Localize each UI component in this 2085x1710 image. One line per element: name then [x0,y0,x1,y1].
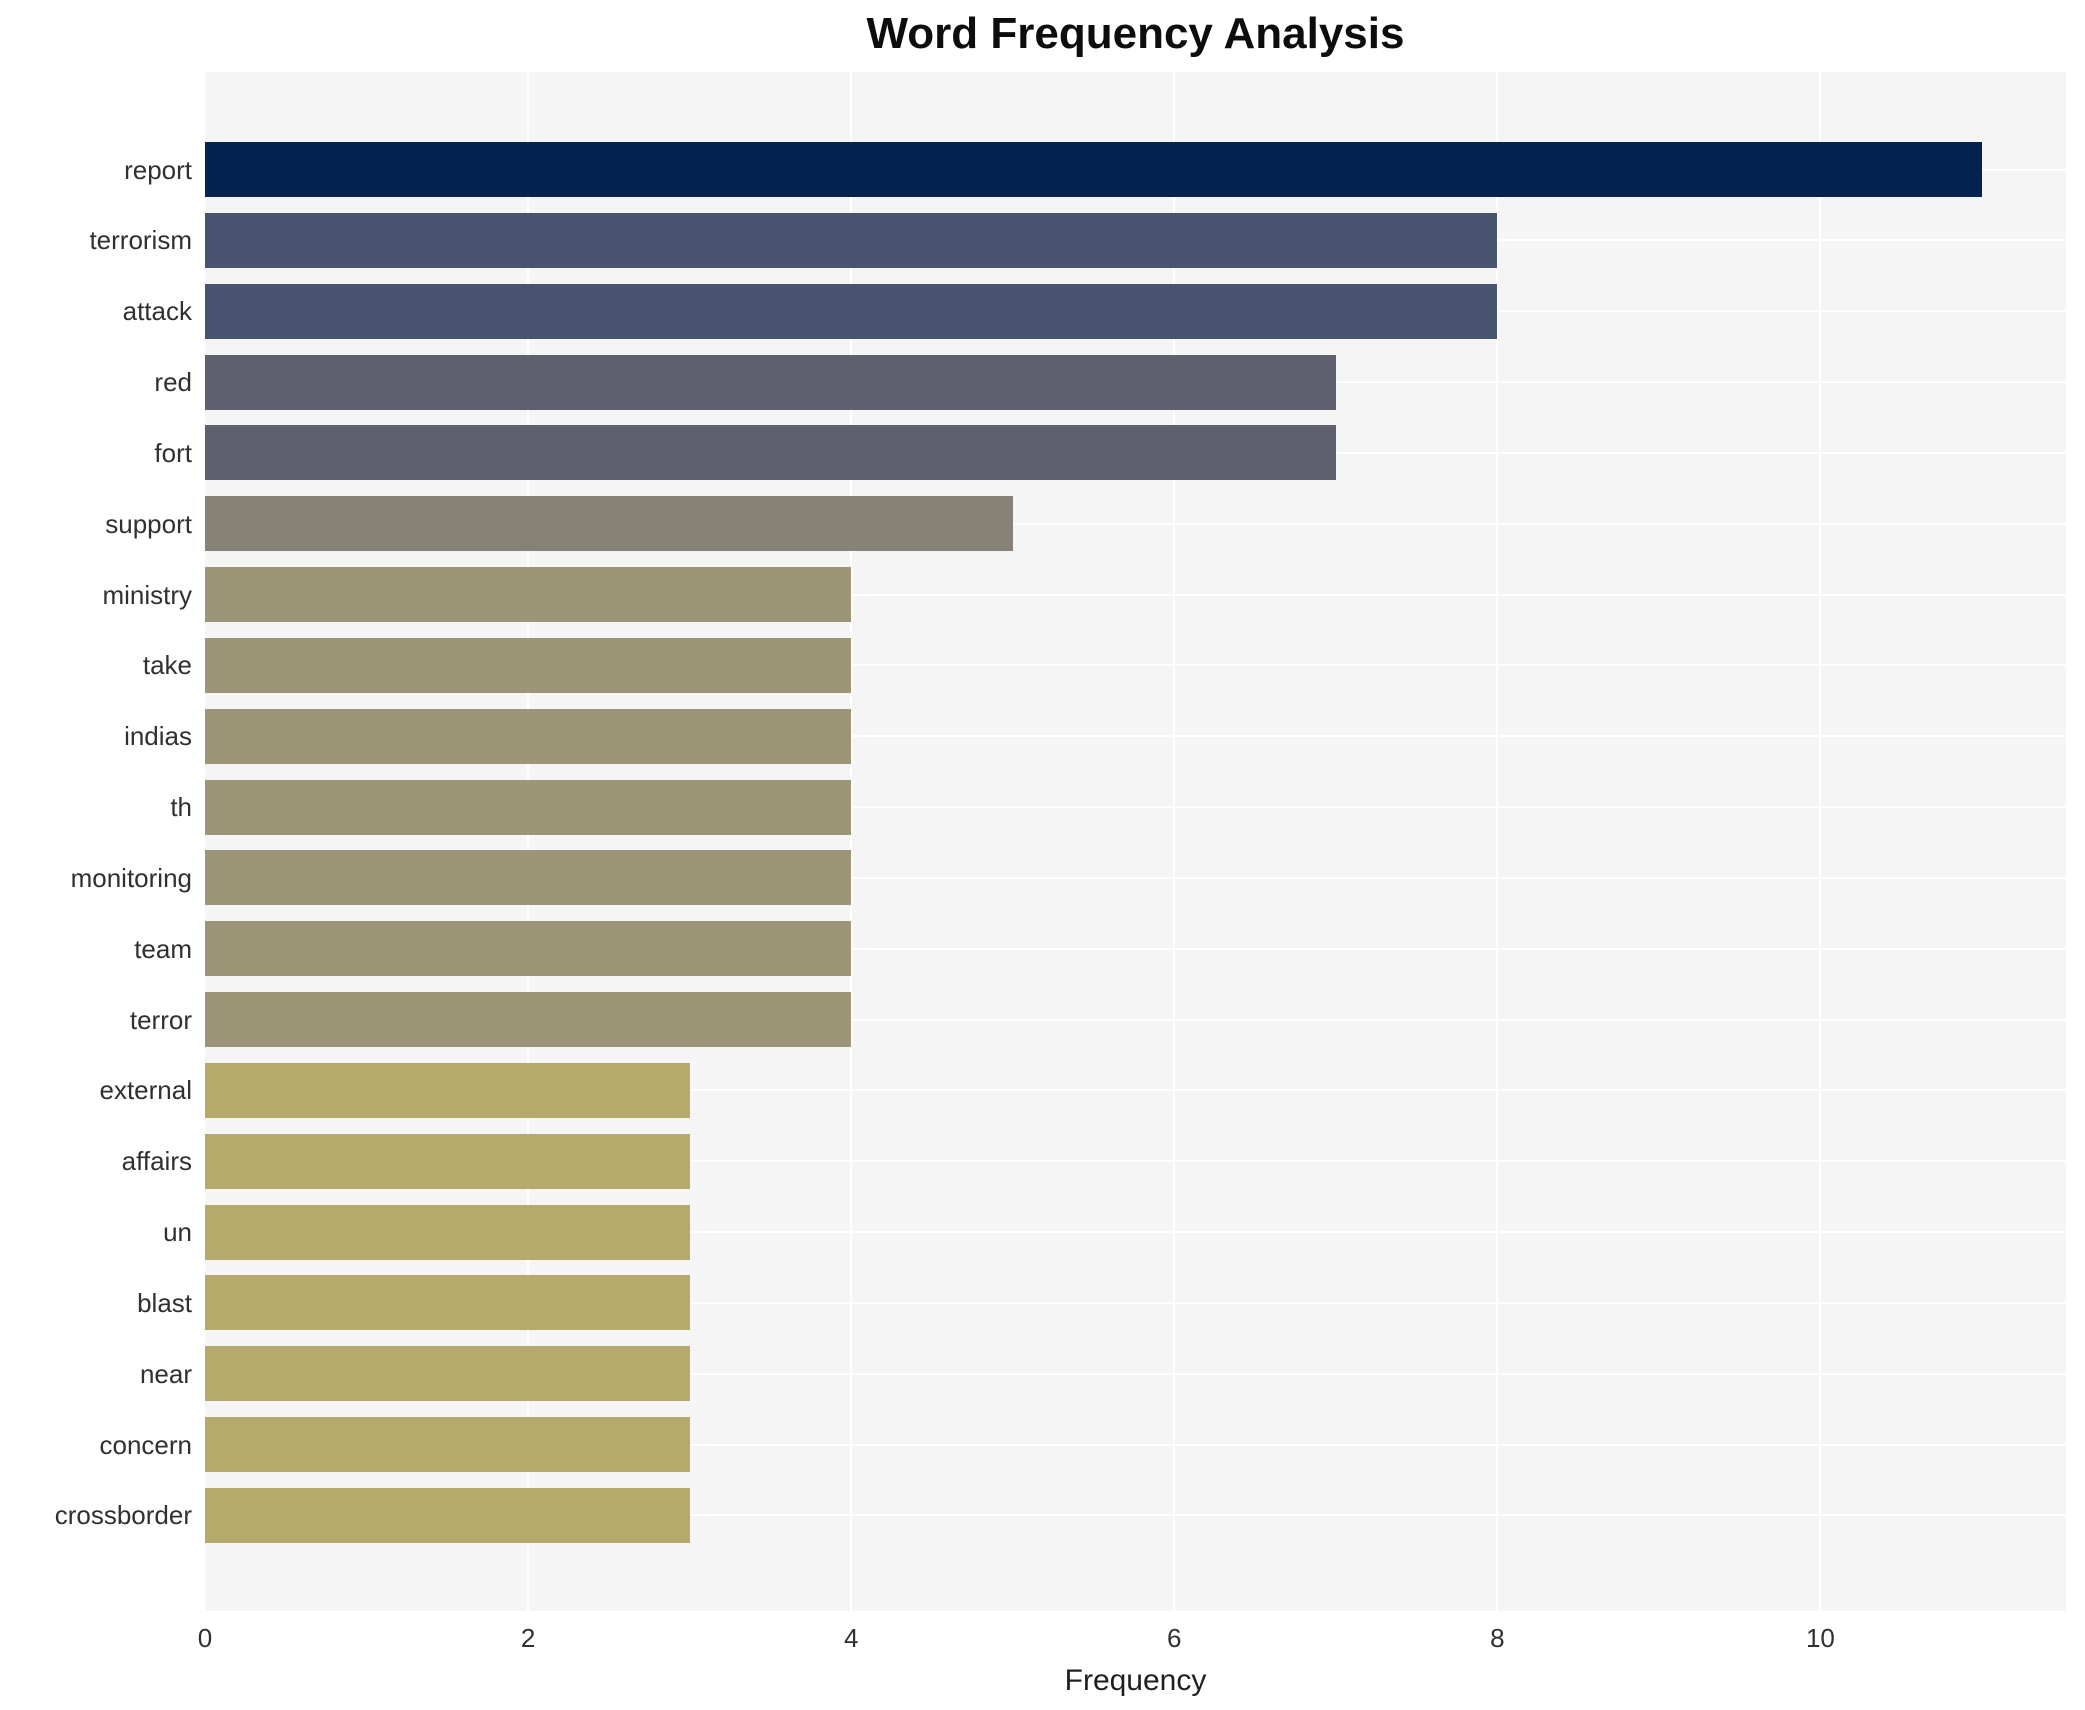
y-gridline [205,735,2066,738]
bar [205,567,852,623]
category-label: external [99,1075,193,1106]
x-gridline [1496,72,1499,1611]
category-label: crossborder [54,1500,192,1531]
bar [205,1417,690,1473]
y-gridline [205,593,2066,596]
category-label: monitoring [70,862,192,893]
y-gridline [205,522,2066,525]
category-label: indias [124,721,192,752]
bar [205,1487,690,1543]
x-gridline [1173,72,1176,1611]
y-gridline [205,1160,2066,1163]
x-axis-title: Frequency [1064,1664,1207,1697]
category-label: terror [129,1004,192,1035]
bar [205,708,852,764]
x-tick-label: 4 [843,1623,859,1653]
bar [205,1346,690,1402]
category-label: concern [99,1429,193,1460]
category-label: un [163,1217,192,1248]
x-tick-label: 0 [197,1623,213,1653]
x-tick-label: 2 [520,1623,536,1653]
category-label: attack [122,296,192,327]
y-gridline [205,876,2066,879]
bar [205,212,1498,268]
bar [205,850,852,906]
y-gridline [205,1018,2066,1021]
x-tick-label: 6 [1167,1623,1182,1653]
category-label: team [134,933,192,964]
category-label: th [170,792,192,823]
x-gridline [527,72,530,1611]
bar [205,354,1336,410]
y-gridline [205,1443,2066,1446]
y-gridline [205,1372,2066,1375]
bar [205,283,1498,339]
bar [205,637,852,693]
bar [205,779,852,835]
bar [205,921,852,977]
x-gridline [850,72,853,1611]
x-tick-label: 10 [1805,1623,1835,1653]
bar [205,142,1982,197]
category-label: support [105,508,192,539]
y-gridline [205,1231,2066,1234]
y-gridline [205,1514,2066,1517]
y-gridline [205,1089,2066,1092]
category-label: affairs [121,1146,192,1177]
category-label: fort [154,437,192,468]
bar [205,1062,690,1118]
bar [205,1275,690,1331]
category-label: near [139,1358,192,1389]
category-label: ministry [102,579,192,610]
y-gridline [205,664,2066,667]
category-label: report [124,154,192,185]
bar [205,1133,690,1189]
bar [205,425,1336,481]
chart-title: Word Frequency Analysis [866,9,1405,58]
x-tick-label: 8 [1490,1623,1505,1653]
category-label: take [142,650,192,681]
y-gridline [205,947,2066,950]
bar [205,1204,690,1260]
category-label: terrorism [89,225,192,256]
y-gridline [205,1301,2066,1304]
bar [205,992,852,1048]
y-gridline [205,806,2066,809]
bar [205,496,1013,552]
category-label: blast [137,1287,192,1318]
x-gridline [1819,72,1822,1611]
category-label: red [154,367,192,398]
